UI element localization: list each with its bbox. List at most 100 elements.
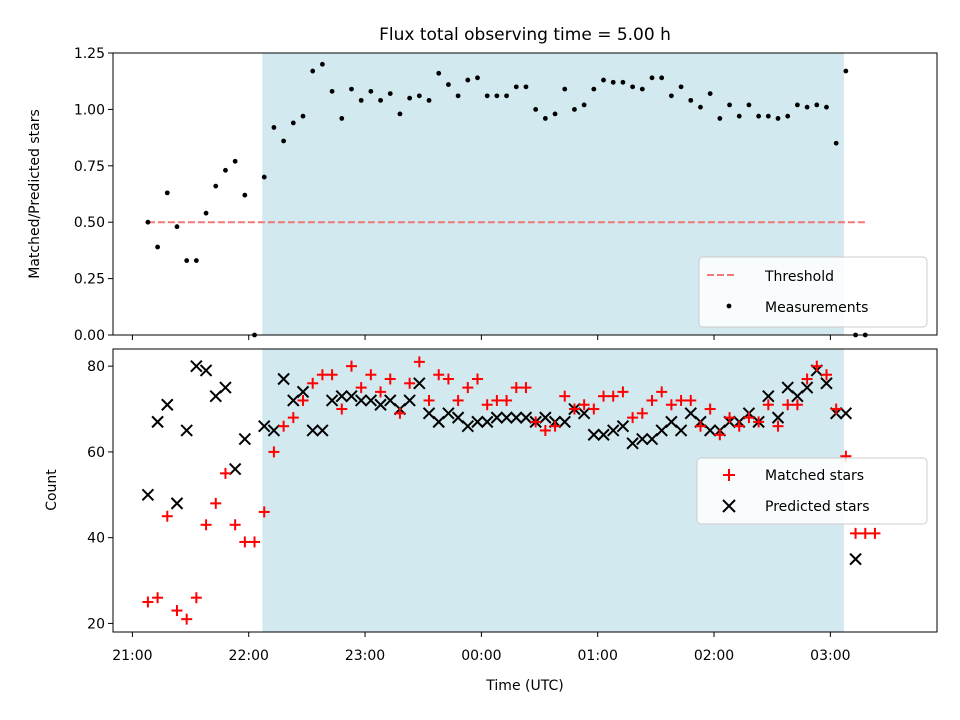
predicted-star-point	[228, 462, 242, 476]
measurement-point	[610, 79, 616, 85]
matched-star-point	[859, 527, 871, 539]
y-axis-ticks: 20 40 60 80	[87, 359, 113, 632]
matched-star-point	[539, 424, 551, 436]
matched-star-point	[685, 394, 697, 406]
matched-star-point	[850, 527, 862, 539]
legend: Threshold Measurements	[698, 256, 928, 328]
measurement-point	[785, 113, 791, 119]
measurement-point	[523, 84, 529, 90]
measurement-point	[775, 116, 781, 121]
predicted-star-point	[306, 424, 319, 437]
measurement-point	[349, 86, 354, 92]
predicted-star-point	[354, 394, 368, 407]
predicted-star-point	[267, 424, 281, 437]
predicted-star-point	[762, 389, 775, 403]
predicted-star-point	[771, 411, 785, 424]
legend-predicted-swatch	[722, 499, 736, 513]
matched-star-point	[413, 356, 425, 368]
matched-star-point	[656, 386, 668, 398]
predicted-star-point	[597, 428, 610, 441]
matched-star-point	[442, 373, 454, 385]
matched-star-point	[462, 382, 474, 394]
predicted-star-point	[335, 389, 348, 403]
measurement-point	[833, 140, 839, 146]
predicted-star-point	[703, 424, 717, 437]
measurement-point	[707, 91, 713, 97]
matched-star-point	[365, 369, 377, 381]
predicted-star-point	[558, 415, 571, 429]
measurement-point	[358, 97, 364, 103]
matched-star-point	[239, 536, 251, 548]
measurement-point	[678, 84, 684, 90]
y-tick-label: 0.00	[74, 328, 105, 344]
measurement-point	[290, 120, 296, 126]
measurement-point	[659, 75, 665, 81]
predicted-star-point	[510, 411, 523, 424]
measurement-point	[339, 116, 345, 121]
measurement-point	[601, 77, 606, 83]
matched-star-point	[520, 382, 532, 394]
chart-title: Flux total observing time = 5.00 h	[379, 25, 671, 45]
measurement-point	[756, 113, 762, 119]
x-axis-label: Time (UTC)	[485, 678, 563, 694]
measurement-point	[261, 174, 267, 180]
predicted-star-point	[345, 389, 358, 403]
measurement-point	[562, 86, 568, 92]
measurement-point	[319, 61, 325, 67]
matched-star-point	[190, 592, 202, 604]
measurement-point	[843, 68, 849, 74]
measurement-point	[542, 116, 548, 121]
legend-predicted-label: Predicted stars	[765, 499, 870, 515]
matched-star-point	[694, 420, 706, 432]
x-tick-label: 21:00	[112, 648, 152, 664]
matched-star-point	[210, 497, 222, 509]
measurement-point	[795, 102, 800, 108]
x-tick-label: 02:00	[694, 648, 734, 664]
matched-star-point	[229, 519, 241, 531]
matched-star-point	[375, 386, 387, 398]
predicted-star-point	[296, 385, 310, 399]
matched-star-point	[219, 467, 231, 479]
measurement-point	[174, 224, 180, 230]
matched-star-point	[471, 373, 483, 385]
measurement-point	[145, 219, 151, 225]
matched-star-point	[578, 399, 590, 411]
matched-star-point	[830, 403, 842, 415]
matched-star-point	[171, 605, 183, 617]
matched-star-point	[753, 416, 765, 428]
matched-star-point	[345, 360, 357, 372]
matched-star-point	[297, 394, 309, 406]
measurement-point	[368, 88, 374, 94]
measurement-point	[329, 88, 335, 94]
predicted-star-point	[616, 419, 630, 433]
matched-star-point	[607, 390, 619, 402]
measurement-point	[426, 97, 432, 103]
x-tick-label: 01:00	[578, 648, 618, 664]
matched-star-point	[636, 407, 648, 419]
matched-star-point	[724, 412, 736, 424]
measurement-point	[446, 82, 451, 87]
matched-star-point	[568, 403, 580, 415]
matched-star-point	[258, 506, 270, 518]
measurement-point	[572, 107, 577, 112]
y-tick-label: 40	[87, 531, 105, 547]
legend-box	[696, 457, 928, 525]
predicted-star-point	[587, 428, 601, 441]
matched-star-point	[278, 420, 290, 432]
matched-star-point	[501, 394, 513, 406]
y-tick-label: 0.25	[74, 272, 105, 288]
y-tick-label: 60	[87, 445, 105, 461]
x-axis-ticks	[131, 335, 831, 340]
x-tick-label: 23:00	[345, 648, 385, 664]
matched-star-point	[559, 390, 571, 402]
measurement-point	[765, 113, 771, 119]
matched-star-point	[869, 527, 881, 539]
measurement-point	[281, 138, 287, 144]
predicted-star-point	[626, 437, 639, 450]
measurement-point	[475, 75, 480, 81]
predicted-star-point	[316, 424, 329, 437]
measurement-point	[804, 104, 810, 110]
measurement-points	[145, 61, 868, 338]
predicted-star-point	[238, 432, 252, 446]
matched-star-point	[510, 382, 522, 394]
